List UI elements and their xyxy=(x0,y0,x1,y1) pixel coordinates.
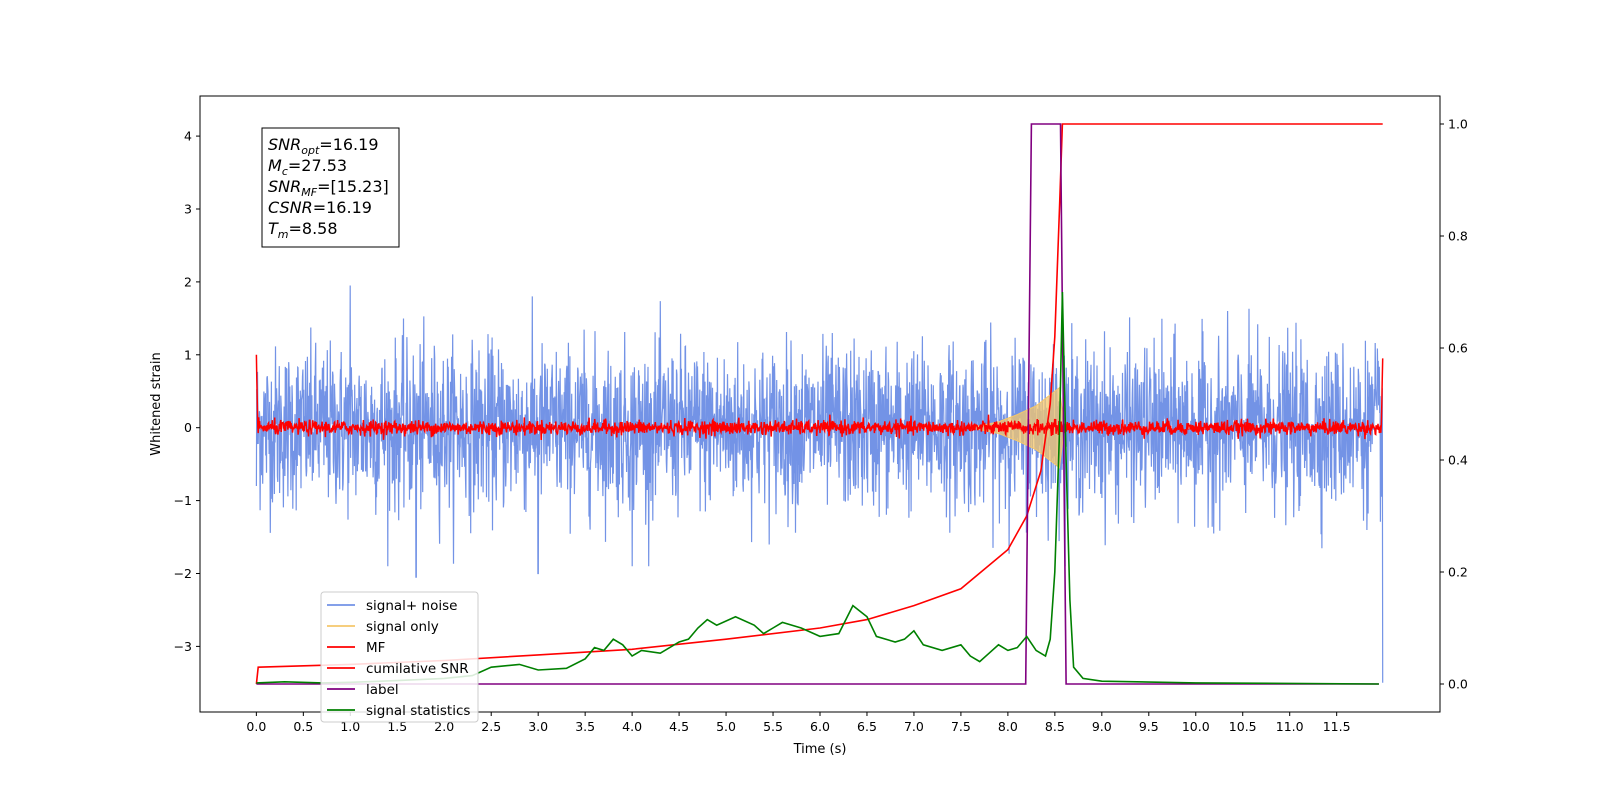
legend-entry-label: MF xyxy=(366,640,385,656)
x-tick-label: 10.5 xyxy=(1229,719,1257,734)
y2-tick-label: 0.8 xyxy=(1448,229,1468,244)
legend-entry-label: signal only xyxy=(366,619,439,635)
legend-entry-label: signal+ noise xyxy=(366,598,457,614)
y2-tick-label: 0.2 xyxy=(1448,565,1468,580)
y-axis-label: Whitened strain xyxy=(149,352,164,455)
x-tick-label: 0.0 xyxy=(246,719,266,734)
x-tick-label: 5.0 xyxy=(716,719,736,734)
info-annotation-box: SNRopt=16.19Mc=27.53SNRMF=[15.23]CSNR=16… xyxy=(261,127,400,248)
y-tick-label: 1 xyxy=(184,347,192,362)
y2-tick-label: 0.4 xyxy=(1448,453,1468,468)
y2-tick-label: 1.0 xyxy=(1448,117,1468,132)
series-mf-line xyxy=(255,354,1384,441)
y2-tick-label: 0.6 xyxy=(1448,341,1468,356)
x-tick-label: 2.0 xyxy=(434,719,454,734)
x-tick-label: 9.0 xyxy=(1092,719,1112,734)
x-tick-label: 3.0 xyxy=(528,719,548,734)
annotation-line: SNRMF=[15.23] xyxy=(268,177,389,199)
x-tick-label: 6.0 xyxy=(810,719,830,734)
series-signal-statistics-line xyxy=(256,291,1379,685)
x-tick-label: 5.5 xyxy=(763,719,783,734)
y-tick-label: −3 xyxy=(174,639,192,654)
y-tick-label: −2 xyxy=(174,566,192,581)
annotation-line: Mc=27.53 xyxy=(268,156,347,178)
x-tick-label: 11.5 xyxy=(1323,719,1351,734)
x-tick-label: 4.5 xyxy=(669,719,689,734)
y-tick-label: 3 xyxy=(184,201,192,216)
y2-tick-label: 0.0 xyxy=(1448,677,1468,692)
x-tick-label: 1.0 xyxy=(340,719,360,734)
y-tick-label: 2 xyxy=(184,274,192,289)
y-tick-label: −1 xyxy=(174,493,192,508)
x-axis-label: Time (s) xyxy=(793,742,847,757)
y-tick-label: 4 xyxy=(184,129,192,144)
y-tick-label: 0 xyxy=(184,420,192,435)
x-tick-label: 3.5 xyxy=(575,719,595,734)
legend-entry-label: cumilative SNR xyxy=(366,661,469,677)
annotation-line: Tm=8.58 xyxy=(268,219,338,241)
x-tick-label: 11.0 xyxy=(1276,719,1304,734)
x-tick-label: 0.5 xyxy=(293,719,313,734)
x-tick-label: 2.5 xyxy=(481,719,501,734)
legend-entry-label: label xyxy=(366,682,399,698)
x-tick-label: 7.0 xyxy=(904,719,924,734)
legend-frame xyxy=(320,591,479,723)
annotation-frame xyxy=(261,127,400,248)
annotation-line: CSNR=16.19 xyxy=(268,198,372,217)
x-tick-label: 1.5 xyxy=(387,719,407,734)
series-layer xyxy=(255,123,1384,685)
x-tick-label: 8.5 xyxy=(1045,719,1065,734)
y-axis-left: −3 −2 −1 0 1 2 3 4 xyxy=(174,129,200,654)
x-tick-label: 8.0 xyxy=(998,719,1018,734)
x-tick-label: 10.0 xyxy=(1182,719,1210,734)
legend: signal+ noise signal only MF cumilative SNR… xyxy=(320,591,479,723)
x-tick-label: 6.5 xyxy=(857,719,877,734)
x-tick-label: 7.5 xyxy=(951,719,971,734)
x-axis: 0.0 0.5 1.0 1.5 2.0 2.5 3.0 3.5 4.0 4.5 5.0 5.5 6.0 6… xyxy=(246,712,1351,734)
y-axis-right: 0.0 0.2 0.4 0.6 0.8 1.0 xyxy=(1440,117,1468,692)
annotation-line: SNRopt=16.19 xyxy=(268,135,379,157)
legend-entry-label: signal statistics xyxy=(366,703,470,719)
series-label-line xyxy=(256,123,1379,685)
x-tick-label: 9.5 xyxy=(1139,719,1159,734)
x-tick-label: 4.0 xyxy=(622,719,642,734)
